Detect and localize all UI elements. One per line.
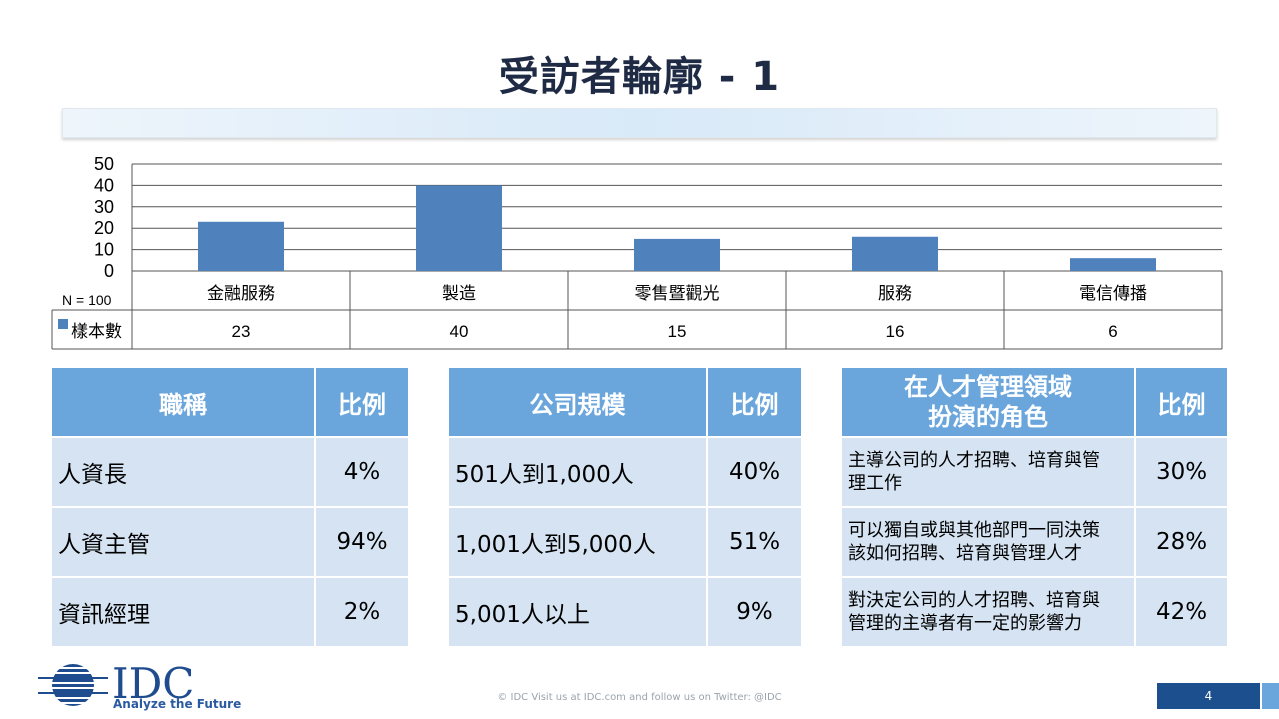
data-label: 6 [1108, 322, 1117, 341]
title-banner [62, 108, 1217, 138]
idc-logo-text: IDC [112, 659, 195, 708]
page-number: 4 [1157, 683, 1260, 709]
table-row: 資訊經理 2% [52, 578, 408, 646]
y-tick-label: 20 [94, 218, 114, 238]
footer-copyright: © IDC Visit us at IDC.com and follow us … [497, 692, 782, 703]
company-size-table: 公司規模 比例 501人到1,000人 40% 1,001人到5,000人 51… [447, 366, 803, 648]
y-tick-label: 0 [104, 261, 114, 281]
role-label-line2: 管理的主導者有一定的影響力 [848, 613, 1082, 634]
table-row: 對決定公司的人才招聘、培育與 管理的主導者有一定的影響力 42% [842, 578, 1227, 646]
job-title-header: 職稱 [52, 368, 314, 436]
y-tick-label: 10 [94, 240, 114, 260]
role-header: 在人才管理領域 扮演的角色 [842, 368, 1134, 436]
x-tick-label: 製造 [442, 284, 476, 304]
role-label-line2: 該如何招聘、培育與管理人才 [848, 543, 1082, 564]
job-ratio-header: 比例 [316, 368, 408, 436]
size-ratio-header: 比例 [708, 368, 801, 436]
job-label: 人資長 [52, 438, 314, 506]
x-tick-label: 電信傳播 [1079, 284, 1147, 304]
bar [852, 236, 938, 271]
role-label: 主導公司的人才招聘、培育與管 理工作 [842, 438, 1134, 506]
role-header-line1: 在人才管理領域 [904, 373, 1072, 401]
legend-swatch [58, 319, 68, 329]
role-label-line1: 可以獨自或與其他部門一同決策 [848, 520, 1100, 541]
size-value: 40% [708, 438, 801, 506]
bar [416, 185, 502, 271]
role-ratio-header: 比例 [1136, 368, 1227, 436]
bar [1070, 258, 1156, 271]
table-row: 1,001人到5,000人 51% [449, 508, 801, 576]
bar [198, 221, 284, 271]
size-label: 1,001人到5,000人 [449, 508, 706, 576]
size-header: 公司規模 [449, 368, 706, 436]
idc-globe-icon [38, 664, 108, 706]
role-label-line1: 對決定公司的人才招聘、培育與 [848, 590, 1100, 611]
table-row: 501人到1,000人 40% [449, 438, 801, 506]
x-tick-label: 金融服務 [207, 284, 275, 304]
legend-label: 樣本數 [71, 322, 122, 342]
page-number-accent [1262, 683, 1279, 709]
idc-tagline: Analyze the Future [113, 697, 242, 711]
job-title-table: 職稱 比例 人資長 4% 人資主管 94% 資訊經理 2% [50, 366, 410, 648]
table-row: 人資主管 94% [52, 508, 408, 576]
y-tick-label: 40 [94, 175, 114, 195]
job-label: 人資主管 [52, 508, 314, 576]
role-value: 28% [1136, 508, 1227, 576]
role-label: 可以獨自或與其他部門一同決策 該如何招聘、培育與管理人才 [842, 508, 1134, 576]
data-label: 40 [450, 322, 469, 341]
role-value: 42% [1136, 578, 1227, 646]
y-tick-label: 30 [94, 197, 114, 217]
job-value: 94% [316, 508, 408, 576]
size-value: 51% [708, 508, 801, 576]
job-value: 2% [316, 578, 408, 646]
role-table: 在人才管理領域 扮演的角色 比例 主導公司的人才招聘、培育與管 理工作 30% … [840, 366, 1229, 648]
size-label: 5,001人以上 [449, 578, 706, 646]
table-row: 可以獨自或與其他部門一同決策 該如何招聘、培育與管理人才 28% [842, 508, 1227, 576]
table-row: 5,001人以上 9% [449, 578, 801, 646]
role-label-line2: 理工作 [848, 473, 902, 494]
job-value: 4% [316, 438, 408, 506]
x-tick-label: 服務 [878, 284, 912, 304]
table-row: 主導公司的人才招聘、培育與管 理工作 30% [842, 438, 1227, 506]
x-tick-label: 零售暨觀光 [635, 284, 720, 304]
data-label: 15 [668, 322, 687, 341]
size-label: 501人到1,000人 [449, 438, 706, 506]
data-label: 16 [886, 322, 905, 341]
role-header-line2: 扮演的角色 [928, 403, 1048, 431]
bar [634, 238, 720, 271]
job-label: 資訊經理 [52, 578, 314, 646]
role-value: 30% [1136, 438, 1227, 506]
role-label-line1: 主導公司的人才招聘、培育與管 [848, 450, 1100, 471]
sample-size-note: N = 100 [62, 292, 112, 308]
size-value: 9% [708, 578, 801, 646]
page-title: 受訪者輪廓 - 1 [498, 54, 781, 100]
role-label: 對決定公司的人才招聘、培育與 管理的主導者有一定的影響力 [842, 578, 1134, 646]
table-row: 人資長 4% [52, 438, 408, 506]
data-label: 23 [232, 322, 251, 341]
y-tick-label: 50 [94, 154, 114, 174]
